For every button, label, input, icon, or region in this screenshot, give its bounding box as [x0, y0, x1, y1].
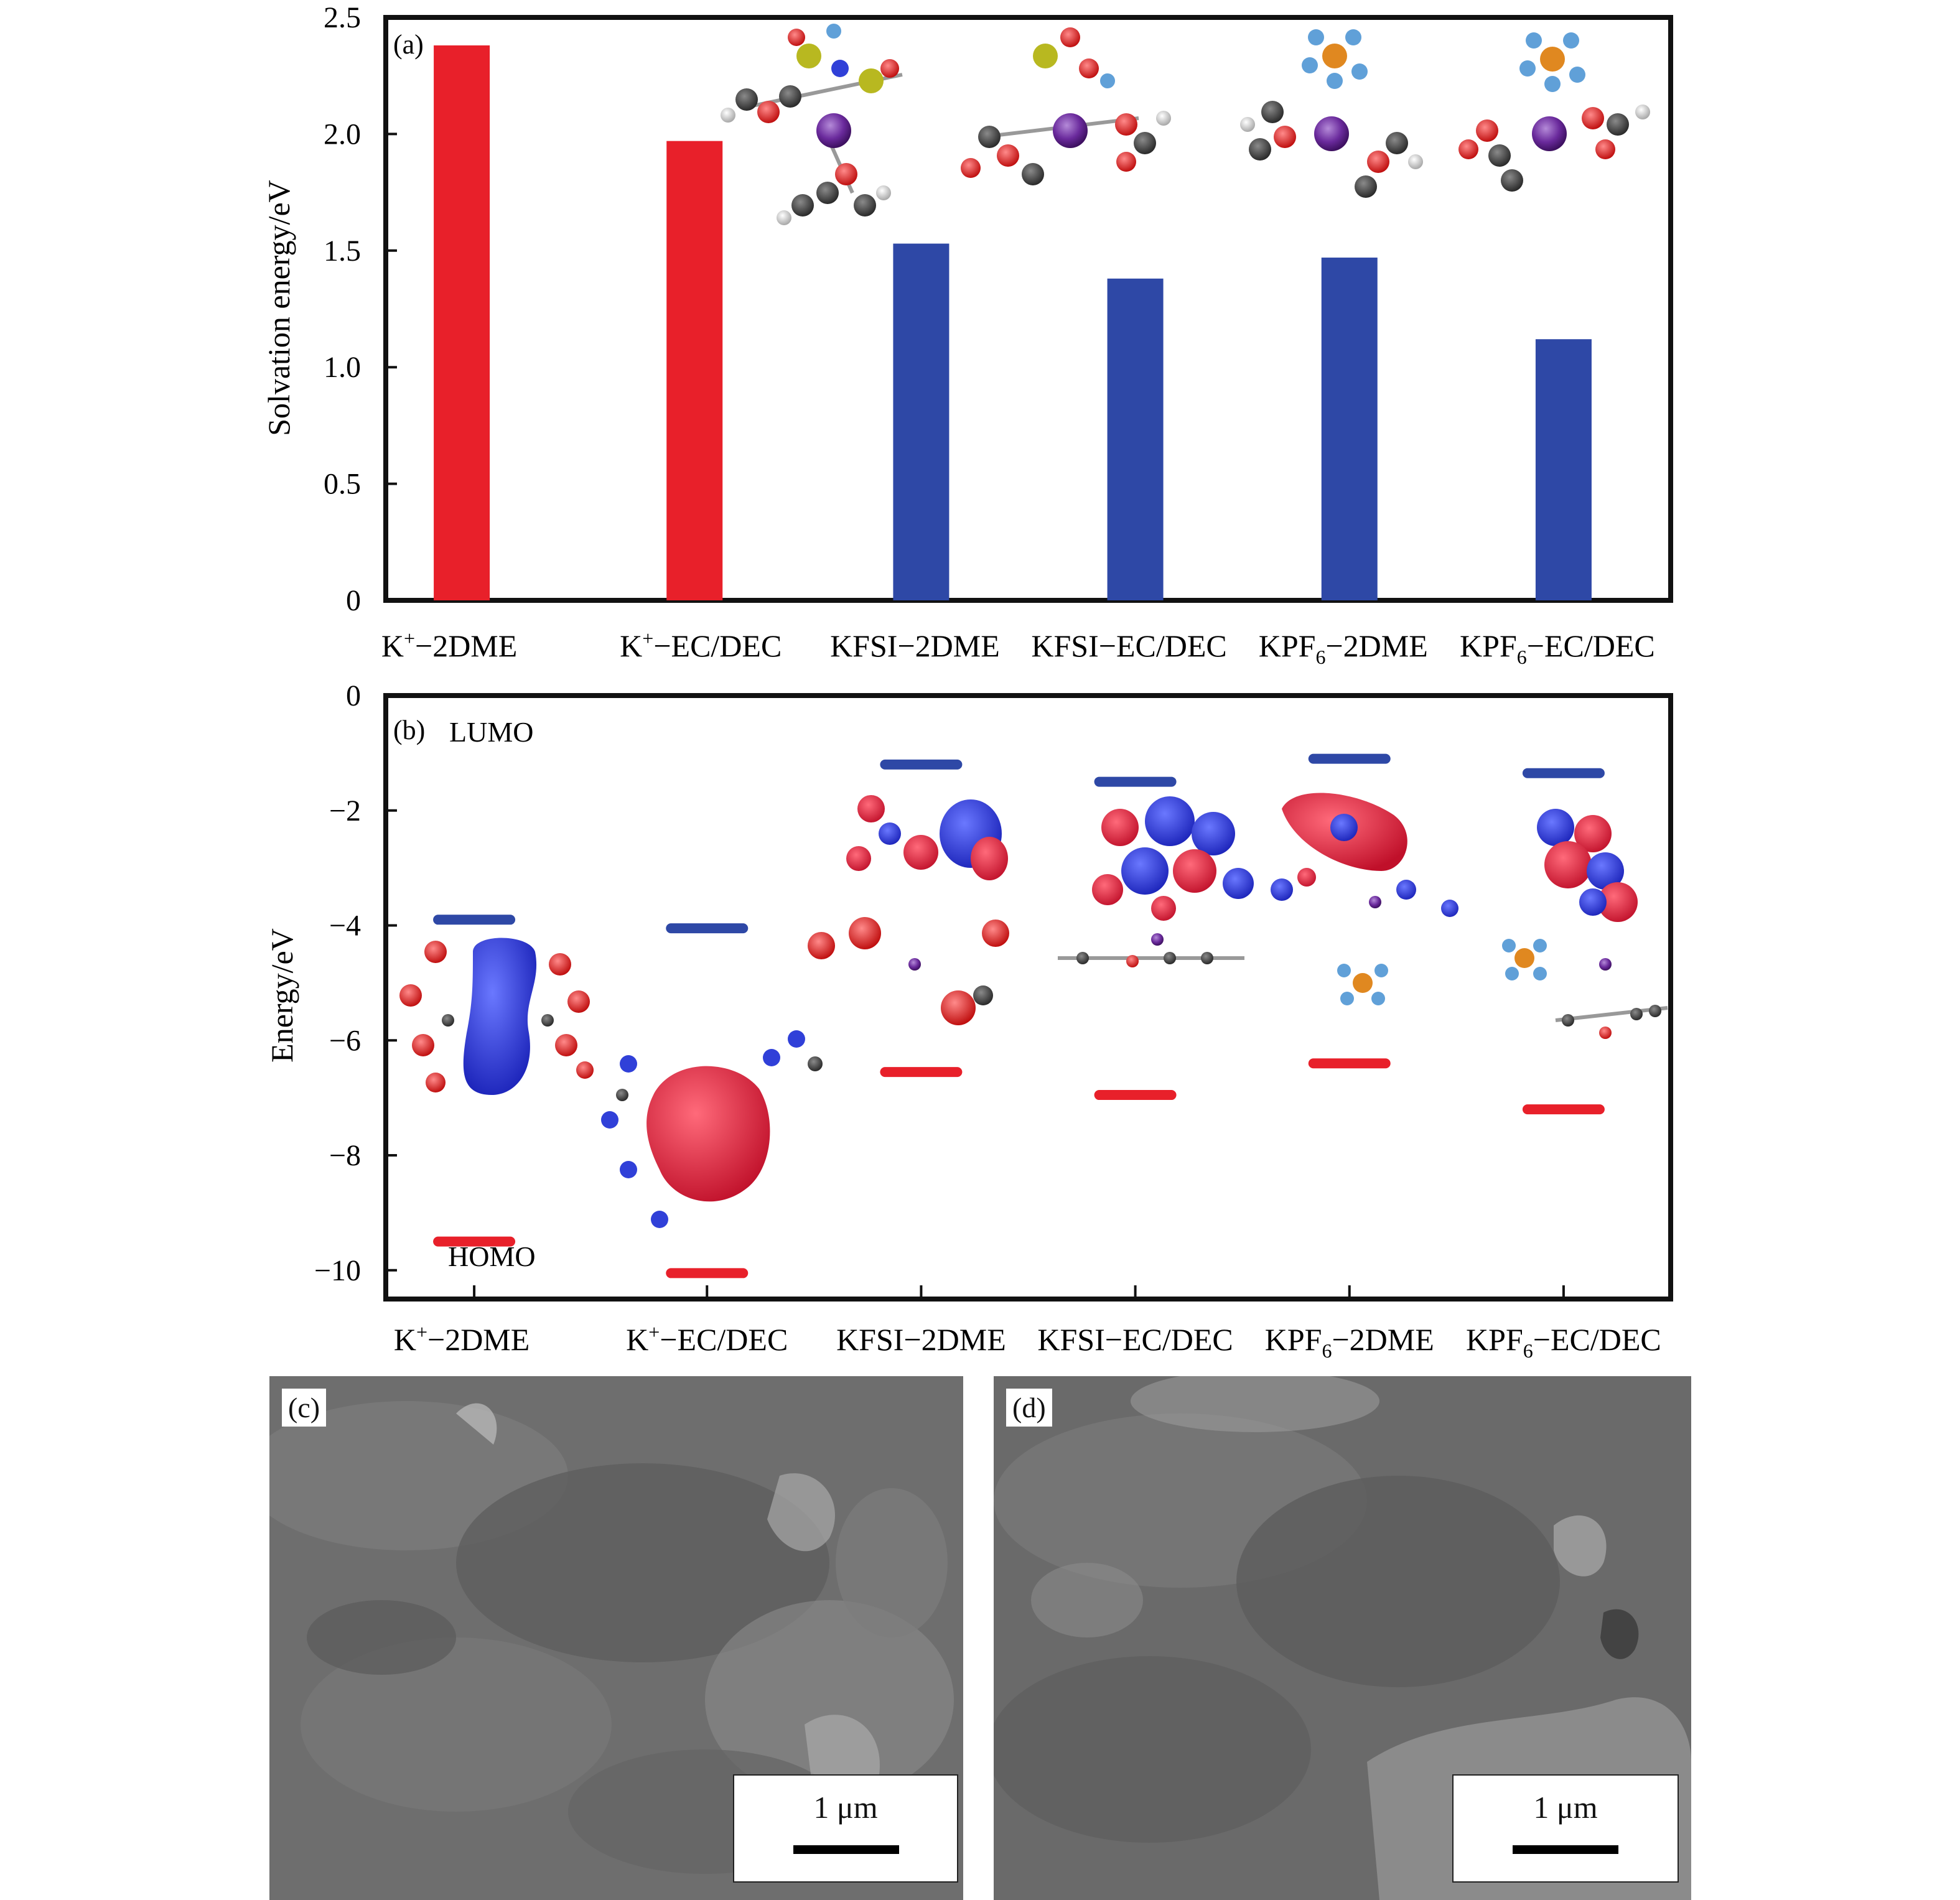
a-ytick-label: 0: [346, 584, 361, 617]
b-xtick-label: KPF6−2DME: [1265, 1322, 1434, 1362]
b-xtick-label: KFSI−EC/DEC: [1037, 1322, 1233, 1357]
a-ytick-label: 2.0: [324, 118, 361, 151]
bar-1: [666, 141, 723, 601]
a-ytick-label: 1.0: [324, 351, 361, 384]
scale-bar-c: [793, 1845, 899, 1854]
bar-5: [1535, 339, 1592, 600]
a-xtick-label: KPF6−EC/DEC: [1460, 628, 1655, 668]
b-xtick-label: K+−2DME: [394, 1321, 530, 1357]
sem-texture-c: [269, 1376, 963, 1900]
b-ytick-label: −6: [329, 1024, 361, 1057]
panel-a-label: (a): [393, 29, 424, 60]
sem-image-d: (d) 1 μm: [994, 1376, 1691, 1900]
molecule-cluster-kpf6-2dme: [1240, 29, 1423, 198]
b-ytick-label: −10: [314, 1254, 361, 1287]
scale-bar-d: [1513, 1845, 1618, 1854]
b-xtick-label: KFSI−2DME: [836, 1322, 1006, 1357]
a-xtick-label: KPF6−2DME: [1259, 628, 1428, 668]
b-xtick-label: KPF6−EC/DEC: [1466, 1322, 1661, 1362]
chart-a-ylabel: Solvation energy/eV: [261, 180, 296, 436]
a-xtick-label: KFSI−2DME: [830, 628, 1000, 663]
b-ytick-label: −8: [329, 1139, 361, 1172]
bar-4: [1321, 258, 1378, 600]
solvation-energy-chart: (a) Solvation energy/eV 0 0.5 1.0 1.5 2.0 2.5…: [261, 1, 1673, 668]
a-ytick-label: 0.5: [324, 468, 361, 501]
bar-0: [434, 45, 490, 600]
scale-box-d: 1 μm: [1452, 1774, 1679, 1883]
chart-a-frame: [383, 15, 1673, 603]
bar-2: [893, 243, 950, 600]
b-ytick-label: −2: [329, 794, 361, 827]
b-ytick-label: −4: [329, 910, 361, 943]
a-ytick-label: 1.5: [324, 235, 361, 268]
scale-box-c: 1 μm: [733, 1774, 958, 1883]
bar-3: [1107, 278, 1164, 600]
molecule-cluster-kfsi-ecdec: [961, 27, 1171, 185]
panel-b-label: (b): [393, 715, 425, 745]
molecule-cluster-kpf6-ecdec: [1458, 32, 1650, 192]
a-ytick-label: 2.5: [324, 1, 361, 34]
b-ytick-label: 0: [346, 679, 361, 712]
chart-b-frame: [383, 693, 1673, 1302]
scale-text-c: 1 μm: [813, 1790, 878, 1825]
panel-c-label: (c): [282, 1389, 327, 1427]
b-xtick-label: K+−EC/DEC: [626, 1321, 788, 1357]
lumo-annotation: LUMO: [449, 716, 533, 748]
a-xtick-label: K+−EC/DEC: [620, 627, 782, 663]
sem-image-c: (c) 1 μm: [269, 1376, 963, 1900]
a-xtick-label: KFSI−EC/DEC: [1031, 628, 1226, 663]
frontier-orbital-chart: (b) Energy/eV LUMO HOMO: [264, 679, 1673, 1362]
panel-d-label: (d): [1006, 1389, 1052, 1427]
molecule-cluster-kfsi-2dme: [721, 24, 903, 225]
scale-text-d: 1 μm: [1533, 1790, 1598, 1825]
chart-b-ylabel: Energy/eV: [264, 928, 299, 1063]
a-xtick-label: K+−2DME: [381, 627, 517, 663]
orbital-isosurfaces: [399, 793, 1668, 1228]
